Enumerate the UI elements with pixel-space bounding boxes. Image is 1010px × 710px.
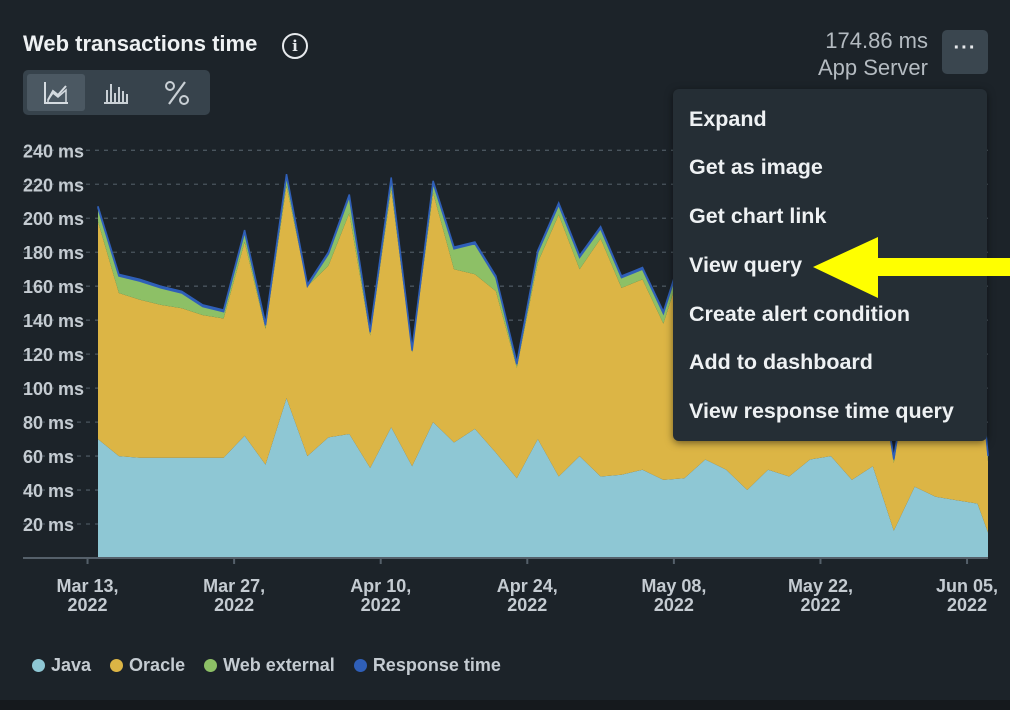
- ellipsis-icon: ···: [953, 36, 977, 59]
- legend-swatch-response-time: [353, 659, 367, 672]
- legend-item-web-external[interactable]: Web external: [204, 655, 335, 676]
- menu-item-view-query[interactable]: View query: [689, 253, 803, 277]
- bar-chart-toggle[interactable]: [87, 74, 145, 111]
- x-tick-label: Jun 05,: [936, 576, 998, 596]
- legend-swatch-web-external: [204, 659, 218, 672]
- menu-item-get-as-image[interactable]: Get as image: [689, 155, 823, 179]
- y-tick-label: 220 ms: [23, 175, 84, 195]
- summary-value: 174.86 ms: [825, 28, 928, 53]
- widget-title: Web transactions time: [23, 31, 258, 56]
- legend-label-web-external: Web external: [223, 655, 335, 675]
- menu-item-create-alert-condition[interactable]: Create alert condition: [689, 302, 911, 326]
- menu-item-add-to-dashboard[interactable]: Add to dashboard: [689, 350, 873, 374]
- x-tick-label: Apr 10,: [350, 576, 411, 596]
- y-tick-label: 200 ms: [23, 209, 84, 229]
- y-tick-label: 40 ms: [23, 481, 74, 501]
- summary-readout: 174.86 ms App Server: [818, 27, 928, 81]
- chart-type-toggle: [23, 70, 210, 115]
- area-chart-icon: [44, 81, 69, 104]
- y-tick-label: 160 ms: [23, 277, 84, 297]
- x-tick-label: Apr 24,: [497, 576, 558, 596]
- x-tick-label: 2022: [654, 595, 694, 615]
- legend-label-oracle: Oracle: [129, 655, 186, 675]
- percent-icon: [164, 80, 189, 105]
- area-chart-toggle[interactable]: [27, 74, 86, 111]
- summary-label: App Server: [817, 55, 928, 80]
- x-tick-label: May 08,: [641, 576, 706, 596]
- x-tick-label: 2022: [68, 595, 108, 615]
- x-tick-label: 2022: [361, 595, 401, 615]
- legend-item-oracle[interactable]: Oracle: [110, 655, 185, 676]
- x-tick-label: 2022: [947, 595, 987, 615]
- x-tick-label: May 22,: [788, 576, 853, 596]
- x-tick-label: 2022: [507, 595, 547, 615]
- legend-label-java: Java: [51, 655, 92, 675]
- y-tick-label: 80 ms: [23, 413, 74, 433]
- legend-swatch-java: [32, 659, 45, 672]
- menu-item-expand[interactable]: Expand: [689, 107, 767, 131]
- legend-item-java[interactable]: Java: [32, 655, 91, 676]
- area-java: [98, 398, 988, 558]
- x-tick-label: Mar 27,: [203, 576, 265, 596]
- y-tick-label: 60 ms: [23, 447, 74, 467]
- chart-legend: Java Oracle Web external Response time: [32, 655, 501, 676]
- x-tick-label: 2022: [800, 595, 840, 615]
- x-tick-label: 2022: [214, 595, 254, 615]
- page-bottom-strip: [0, 700, 1010, 710]
- info-icon[interactable]: i: [282, 33, 308, 59]
- legend-swatch-oracle: [110, 659, 124, 672]
- bar-chart-icon: [104, 83, 129, 104]
- area-oracle: [98, 186, 988, 533]
- percent-toggle[interactable]: [148, 74, 206, 111]
- menu-item-get-chart-link[interactable]: Get chart link: [689, 204, 827, 228]
- area-response-time: [97, 173, 989, 460]
- y-tick-label: 100 ms: [23, 379, 84, 399]
- y-tick-label: 140 ms: [23, 311, 84, 331]
- more-options-button[interactable]: ···: [942, 30, 988, 74]
- y-tick-label: 240 ms: [23, 141, 84, 161]
- y-tick-label: 120 ms: [23, 345, 84, 365]
- legend-label-response-time: Response time: [372, 655, 501, 675]
- y-tick-label: 180 ms: [23, 243, 84, 263]
- y-tick-label: 20 ms: [23, 515, 74, 535]
- legend-item-response-time[interactable]: Response time: [353, 655, 501, 676]
- chart-options-menu: Expand Get as image Get chart link View …: [673, 89, 987, 441]
- x-tick-label: Mar 13,: [57, 576, 119, 596]
- menu-item-view-response-time-query[interactable]: View response time query: [689, 399, 954, 423]
